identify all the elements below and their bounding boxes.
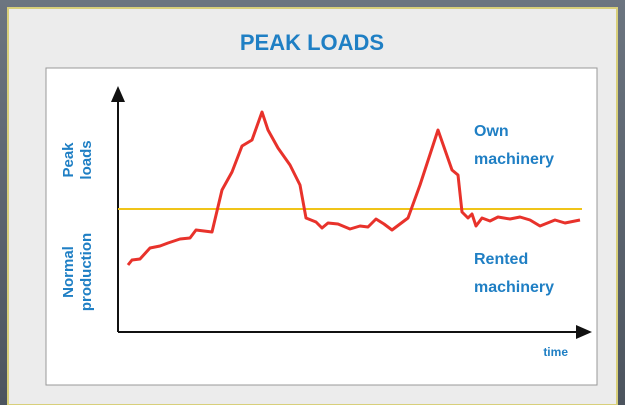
zone-label: machinery: [474, 151, 554, 168]
x-arrow: [576, 325, 592, 339]
x-label: time: [543, 345, 568, 359]
y-label-lower: production: [78, 233, 95, 311]
y-label-upper: Peak: [60, 142, 77, 178]
zone-label: Rented: [474, 251, 528, 268]
y-label-lower: Normal: [60, 246, 77, 298]
y-arrow: [111, 86, 125, 102]
load-curve: [126, 110, 581, 266]
zone-label: Own: [474, 123, 509, 140]
title: PEAK LOADS: [240, 30, 384, 55]
y-label-upper: loads: [78, 140, 95, 179]
zone-label: machinery: [474, 279, 554, 296]
